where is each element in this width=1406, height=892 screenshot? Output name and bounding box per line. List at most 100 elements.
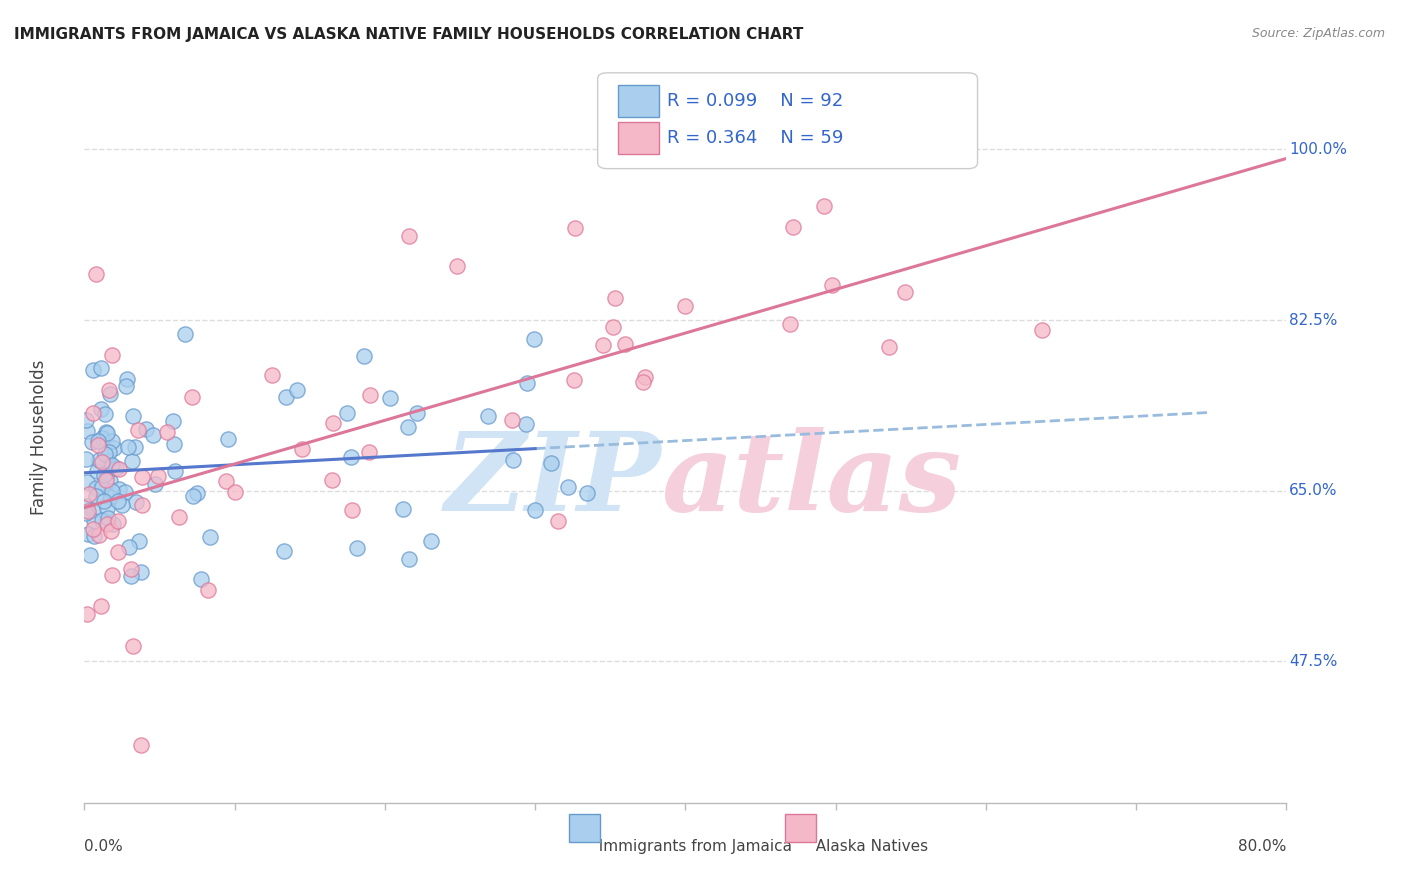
Point	[359, 388, 381, 402]
Point	[131, 499, 153, 513]
Point	[129, 566, 152, 580]
Text: ZIP: ZIP	[444, 427, 661, 534]
Point	[121, 454, 143, 468]
Point	[76, 425, 98, 439]
Point	[131, 470, 153, 484]
Point	[633, 375, 655, 389]
Point	[142, 427, 165, 442]
Point	[162, 414, 184, 428]
Point	[117, 440, 139, 454]
Point	[174, 326, 197, 341]
Point	[602, 320, 624, 334]
Point	[100, 524, 122, 539]
Point	[217, 433, 239, 447]
Point	[94, 473, 117, 487]
Point	[103, 441, 125, 455]
Point	[156, 425, 179, 440]
Point	[107, 514, 129, 528]
Point	[90, 480, 112, 494]
Point	[564, 220, 586, 235]
Point	[76, 475, 98, 490]
Point	[398, 552, 420, 566]
Point	[380, 391, 402, 405]
Point	[516, 376, 538, 391]
Point	[291, 442, 314, 457]
Point	[1031, 323, 1053, 337]
Point	[101, 458, 124, 472]
Point	[90, 361, 112, 376]
Point	[603, 291, 626, 305]
Text: 82.5%: 82.5%	[1289, 312, 1337, 327]
Point	[273, 543, 295, 558]
Point	[90, 513, 112, 527]
Text: 100.0%: 100.0%	[1289, 142, 1347, 157]
Text: Immigrants from Jamaica: Immigrants from Jamaica	[589, 839, 792, 855]
Text: 80.0%: 80.0%	[1239, 839, 1286, 855]
Point	[94, 407, 117, 421]
Point	[877, 340, 900, 354]
Text: R = 0.364    N = 59: R = 0.364 N = 59	[668, 129, 844, 147]
Text: atlas: atlas	[661, 427, 962, 534]
Point	[101, 434, 124, 449]
Point	[322, 417, 344, 431]
Text: IMMIGRANTS FROM JAMAICA VS ALASKA NATIVE FAMILY HOUSEHOLDS CORRELATION CHART: IMMIGRANTS FROM JAMAICA VS ALASKA NATIVE…	[14, 27, 803, 42]
Point	[260, 368, 283, 383]
Point	[562, 373, 585, 387]
Point	[893, 285, 915, 300]
Point	[82, 406, 104, 420]
Point	[813, 198, 835, 212]
Point	[515, 417, 537, 432]
Point	[120, 562, 142, 576]
Point	[502, 453, 524, 467]
Text: Alaska Natives: Alaska Natives	[806, 839, 928, 855]
Point	[87, 434, 110, 449]
Point	[118, 540, 141, 554]
Point	[108, 483, 131, 497]
Point	[592, 338, 614, 352]
Point	[614, 337, 637, 351]
Text: Family Households: Family Households	[30, 359, 48, 515]
Point	[94, 425, 117, 439]
Point	[93, 467, 115, 482]
Point	[501, 413, 523, 427]
Point	[121, 640, 143, 654]
Point	[163, 436, 186, 450]
Point	[96, 425, 118, 440]
Point	[111, 499, 134, 513]
Point	[146, 469, 169, 483]
Point	[285, 383, 308, 397]
Point	[77, 527, 100, 541]
FancyBboxPatch shape	[619, 122, 659, 154]
Point	[75, 413, 97, 427]
Point	[398, 228, 420, 243]
FancyBboxPatch shape	[598, 73, 977, 169]
Point	[169, 510, 191, 524]
Text: 65.0%: 65.0%	[1289, 483, 1337, 499]
Point	[197, 582, 219, 597]
Point	[94, 446, 117, 460]
Point	[124, 441, 146, 455]
Point	[97, 445, 120, 459]
Point	[274, 390, 297, 404]
Point	[87, 437, 110, 451]
Point	[83, 529, 105, 543]
Point	[634, 370, 657, 384]
Point	[100, 348, 122, 362]
Point	[125, 495, 148, 509]
Point	[83, 514, 105, 528]
Text: 47.5%: 47.5%	[1289, 654, 1337, 669]
Point	[91, 454, 114, 468]
Point	[779, 318, 801, 332]
Point	[540, 457, 562, 471]
Point	[224, 485, 246, 500]
Point	[183, 489, 205, 503]
Point	[215, 474, 238, 488]
Point	[576, 485, 599, 500]
Point	[477, 409, 499, 424]
Point	[90, 599, 112, 614]
Point	[82, 363, 104, 377]
FancyBboxPatch shape	[569, 814, 600, 842]
Point	[180, 390, 202, 404]
Text: 0.0%: 0.0%	[84, 839, 124, 855]
Point	[673, 299, 696, 313]
